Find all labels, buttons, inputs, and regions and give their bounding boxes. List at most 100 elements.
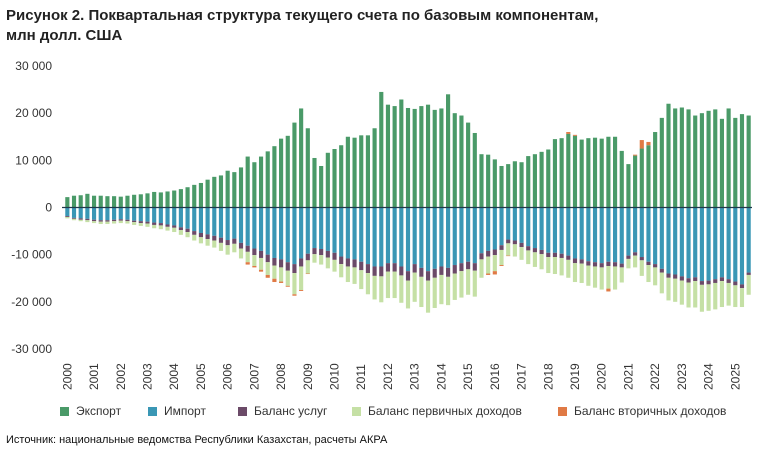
y-tick-label: 0 [45, 201, 52, 215]
bar-primary-q100 [726, 282, 731, 306]
bar-primary-q102 [739, 288, 745, 308]
bar-primary-q76 [566, 259, 571, 278]
bar-import-q98 [713, 207, 718, 280]
bar-services-q19 [185, 228, 190, 233]
bar-primary-q81 [599, 267, 604, 290]
bar-import-q81 [599, 207, 604, 264]
bar-primary-q69 [519, 247, 524, 260]
bar-import-q68 [512, 207, 517, 241]
bar-import-q44 [352, 207, 357, 260]
bar-services-q62 [472, 263, 477, 271]
bar-export-q72 [539, 151, 544, 208]
bar-import-q8 [112, 207, 117, 220]
bar-export-q14 [152, 191, 157, 208]
bar-import-q92 [673, 207, 678, 275]
bar-import-q71 [532, 207, 537, 249]
bar-import-q25 [225, 207, 230, 241]
bar-export-q38 [312, 157, 317, 208]
bar-export-q56 [432, 109, 437, 208]
bar-export-q37 [305, 128, 310, 208]
bar-primary-q84 [619, 267, 624, 283]
bar-primary-q61 [466, 269, 471, 295]
bar-services-q102 [739, 284, 745, 289]
bar-services-q80 [592, 262, 598, 267]
bar-services-q100 [726, 279, 731, 283]
bar-primary-q50 [392, 271, 397, 299]
bar-services-q15 [158, 223, 163, 226]
bar-export-q54 [419, 106, 424, 208]
bar-import-q70 [526, 207, 531, 247]
bar-export-q100 [726, 108, 731, 208]
x-tick-label: 2007 [247, 363, 261, 390]
bar-export-q61 [466, 122, 471, 208]
bar-import-q11 [132, 207, 137, 221]
bar-services-q4 [85, 218, 90, 221]
bar-secondary-q29 [252, 265, 257, 268]
bar-services-q7 [105, 220, 110, 222]
legend-label-export: Экспорт [76, 404, 122, 418]
bar-primary-q22 [205, 239, 210, 246]
bar-services-q95 [693, 277, 698, 282]
bar-export-q36 [299, 108, 304, 208]
bar-services-q13 [145, 221, 150, 224]
bar-services-q98 [713, 279, 718, 283]
bar-services-q9 [118, 219, 123, 221]
bar-primary-q67 [506, 243, 511, 256]
bar-services-q18 [178, 227, 183, 231]
bar-services-q81 [599, 263, 604, 268]
bar-primary-q6 [98, 221, 103, 225]
bar-import-q61 [466, 207, 471, 262]
bar-export-q35 [292, 122, 297, 208]
bar-primary-q39 [319, 255, 324, 265]
bar-services-q74 [552, 252, 558, 258]
bar-primary-q74 [552, 257, 558, 274]
x-tick-label: 2006 [221, 363, 235, 390]
bar-export-q88 [646, 145, 651, 208]
bar-services-q6 [98, 220, 103, 222]
bar-export-q23 [212, 176, 217, 208]
x-tick-label: 2021 [621, 363, 635, 390]
bar-import-q78 [579, 207, 584, 260]
bar-services-q17 [172, 225, 177, 228]
bar-primary-q8 [112, 221, 117, 224]
bar-export-q42 [339, 145, 344, 208]
bar-import-q55 [425, 207, 431, 272]
bar-export-q68 [512, 161, 517, 208]
bar-import-q9 [118, 207, 123, 220]
bar-export-q58 [446, 94, 451, 208]
bar-services-q96 [699, 281, 704, 285]
legend: Экспорт Импорт Баланс услуг Баланс перви… [56, 404, 756, 422]
bar-primary-q32 [272, 265, 277, 279]
x-tick-label: 2010 [328, 363, 342, 390]
bar-export-q85 [626, 164, 631, 208]
bar-import-q10 [125, 207, 130, 220]
bar-services-q101 [733, 281, 738, 286]
bar-primary-q28 [245, 251, 250, 263]
bar-services-q55 [425, 271, 431, 281]
bar-import-q16 [165, 207, 170, 225]
bar-primary-q42 [339, 264, 344, 278]
x-tick-label: 2008 [274, 363, 288, 390]
bar-export-q21 [198, 182, 203, 208]
bar-import-q5 [91, 207, 97, 220]
bar-services-q11 [132, 220, 137, 223]
bar-export-q40 [325, 152, 330, 208]
legend-swatch-secondary [558, 406, 567, 416]
bar-primary-q53 [412, 272, 417, 302]
bar-services-q49 [385, 263, 391, 272]
bar-primary-q26 [232, 243, 237, 253]
bar-primary-q90 [659, 272, 664, 294]
bar-primary-q30 [258, 257, 264, 270]
bar-primary-q23 [212, 240, 217, 248]
bar-import-q94 [686, 207, 691, 279]
bar-export-q20 [192, 184, 197, 208]
bar-primary-q21 [198, 237, 203, 244]
bar-services-q52 [405, 271, 411, 281]
bar-services-q53 [412, 264, 417, 273]
bar-export-q8 [112, 196, 117, 208]
bar-import-q24 [218, 207, 224, 238]
bar-primary-q72 [539, 254, 544, 270]
bar-services-q5 [91, 219, 97, 222]
bar-services-q35 [292, 264, 297, 274]
bar-services-q39 [319, 249, 324, 256]
